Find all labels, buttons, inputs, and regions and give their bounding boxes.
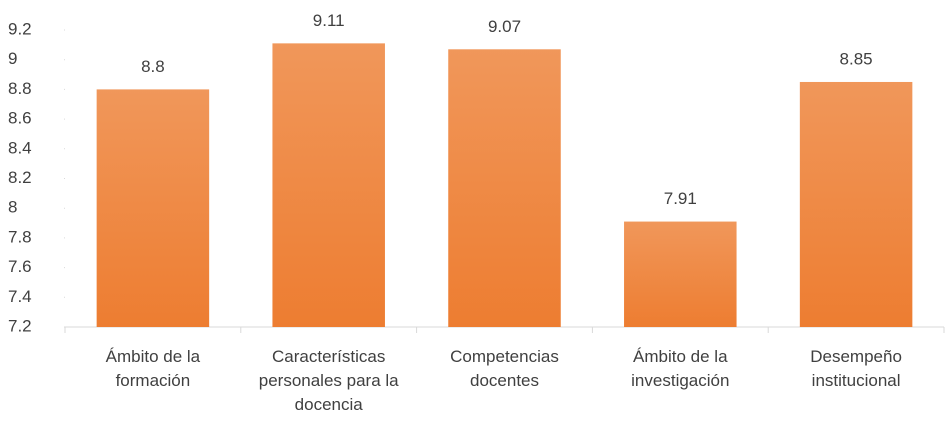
y-tick-label: 7.6 bbox=[8, 257, 32, 276]
y-tick-label: 8.8 bbox=[8, 79, 32, 98]
bar bbox=[96, 89, 210, 328]
y-tick-label: 8.2 bbox=[8, 168, 32, 187]
y-tick-label: 8 bbox=[8, 198, 17, 217]
bar bbox=[448, 49, 561, 328]
bar bbox=[624, 221, 737, 327]
data-label: 7.91 bbox=[664, 189, 697, 208]
x-tick-label: Ámbito de la investigación bbox=[631, 347, 730, 390]
data-label: 8.85 bbox=[840, 49, 873, 68]
x-tick-label: Características personales para la docen… bbox=[258, 347, 399, 414]
y-tick-label: 7.8 bbox=[8, 227, 32, 246]
data-label: 9.07 bbox=[488, 17, 521, 36]
y-tick-label: 9 bbox=[8, 49, 17, 68]
y-tick-label: 7.4 bbox=[8, 287, 32, 306]
x-tick-label: Desempeño institucional bbox=[810, 347, 902, 390]
x-tick-label: Ámbito de la formación bbox=[105, 347, 201, 390]
y-tick-label: 7.2 bbox=[8, 316, 32, 335]
bar bbox=[799, 81, 913, 327]
y-tick-label: 8.6 bbox=[8, 109, 32, 128]
x-tick-label: Competencias docentes bbox=[450, 347, 559, 390]
y-tick-label: 8.4 bbox=[8, 138, 32, 157]
bar bbox=[272, 43, 385, 328]
y-tick-label: 9.2 bbox=[8, 19, 32, 38]
data-label: 8.8 bbox=[141, 57, 165, 76]
data-label: 9.11 bbox=[313, 11, 345, 30]
